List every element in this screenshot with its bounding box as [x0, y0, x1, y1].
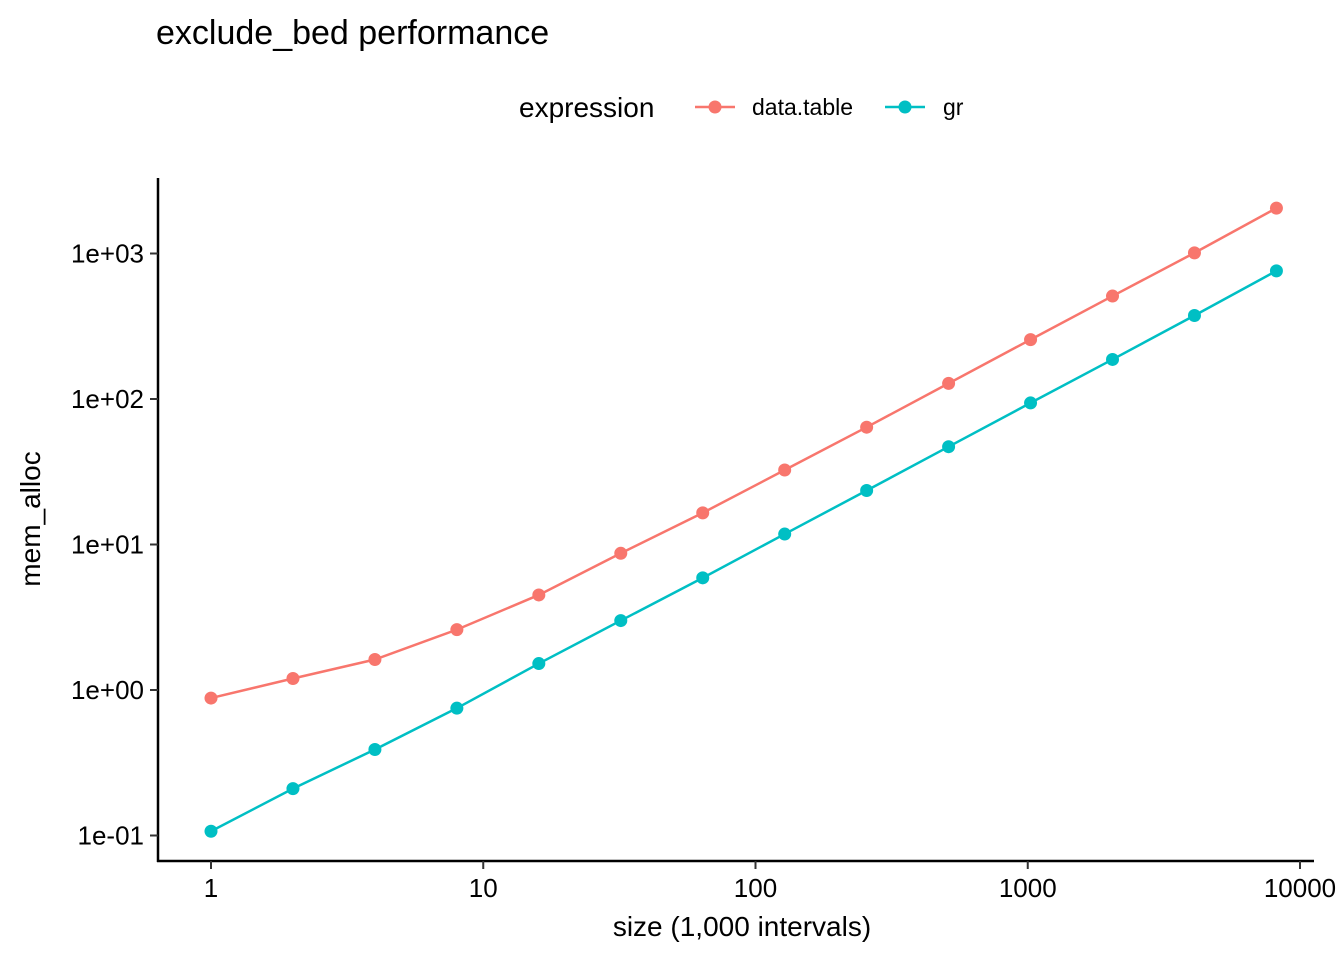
data-point — [1106, 289, 1120, 303]
data-point — [860, 484, 874, 498]
data-point — [532, 588, 546, 602]
data-point — [696, 571, 710, 585]
data-point — [778, 463, 792, 477]
legend-title: expression — [519, 92, 654, 123]
x-tick-label: 1 — [204, 873, 218, 903]
data-point — [1269, 201, 1283, 215]
x-tick-label: 1000 — [999, 873, 1057, 903]
y-tick-label: 1e+01 — [71, 530, 144, 560]
series-line — [210, 269, 1278, 833]
series-data-table — [204, 201, 1283, 705]
data-point — [614, 614, 628, 628]
series-layer — [204, 201, 1283, 838]
data-point — [286, 671, 300, 685]
data-point — [368, 653, 382, 667]
legend-label: gr — [943, 94, 964, 120]
x-axis-title: size (1,000 intervals) — [613, 911, 871, 942]
x-tick-label: 100 — [734, 873, 777, 903]
data-point — [942, 440, 956, 454]
data-point — [1187, 308, 1201, 322]
series-line — [210, 207, 1278, 700]
y-axis-title: mem_alloc — [15, 451, 46, 586]
axes: 1 10 100 1000 10000 1e-01 1e+00 1e+01 1e+02 1e+03 — [71, 178, 1336, 903]
data-point — [1024, 396, 1038, 410]
data-point — [532, 657, 546, 671]
data-point — [860, 420, 874, 434]
data-point — [1187, 246, 1201, 260]
data-point — [696, 506, 710, 520]
data-point — [614, 546, 628, 560]
data-point — [368, 743, 382, 757]
data-point — [450, 623, 464, 637]
data-point — [942, 376, 956, 390]
chart-title: exclude_bed performance — [156, 14, 549, 52]
data-point — [1106, 352, 1120, 366]
data-point — [1024, 333, 1038, 347]
data-point — [1269, 264, 1283, 278]
data-point — [204, 691, 218, 705]
legend-label: data.table — [752, 94, 853, 120]
legend: expression data.table gr — [519, 92, 964, 123]
y-tick-label: 1e+03 — [71, 239, 144, 269]
x-tick-label: 10 — [469, 873, 498, 903]
y-tick-label: 1e+02 — [71, 384, 144, 414]
data-point — [450, 701, 464, 715]
y-tick-label: 1e+00 — [71, 675, 144, 705]
data-point — [286, 782, 300, 796]
data-point — [204, 824, 218, 838]
legend-key-point — [708, 100, 722, 114]
x-tick-label: 10000 — [1264, 873, 1336, 903]
data-point — [778, 527, 792, 541]
y-tick-label: 1e-01 — [78, 821, 145, 851]
legend-key-point — [898, 100, 912, 114]
series-gr — [204, 264, 1283, 838]
